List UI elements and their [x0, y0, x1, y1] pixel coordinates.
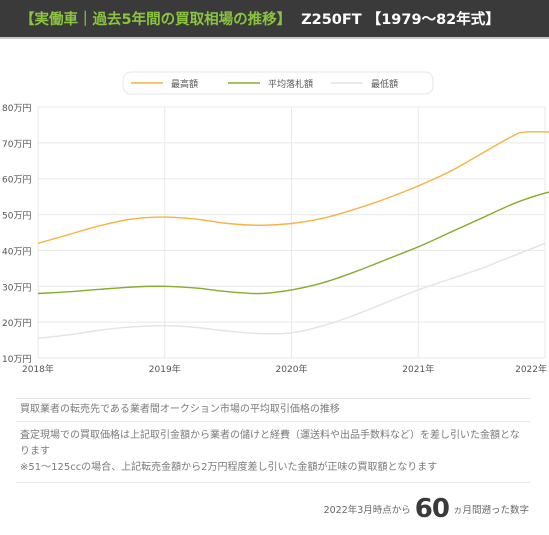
y-tick-label: 80万円: [2, 103, 31, 114]
footer-months-number: 60: [414, 494, 450, 524]
header-title-main: 【実働車｜過去5年間の買取相場の推移】: [20, 12, 292, 28]
x-tick-label: 2021年: [402, 363, 434, 375]
y-tick-label: 70万円: [2, 139, 31, 150]
legend-label: 最低額: [371, 78, 398, 90]
x-tick-label: 2019年: [149, 363, 181, 375]
footer-prefix: 2022年3月時点から: [323, 505, 411, 516]
footer-suffix: ヵ月間遡った数字: [452, 505, 529, 516]
y-tick-label: 10万円: [2, 354, 31, 365]
note-small-displacement: ※51～125ccの場合、上記転売金額から2万円程度差し引いた金額が正味の買取額…: [20, 462, 438, 473]
header-title-model: Z250FT 【1979〜82年式】: [301, 12, 500, 28]
y-tick-label: 20万円: [2, 318, 31, 329]
note-source: 買取業者の転売先である業者間オークション市場の平均取引価格の推移: [16, 398, 530, 422]
legend-box: [122, 71, 434, 95]
y-tick-label: 40万円: [2, 246, 31, 257]
y-tick-label: 50万円: [2, 211, 31, 222]
series-line-3: [37, 242, 546, 339]
legend-label: 平均落札額: [268, 78, 313, 90]
x-tick-label: 2020年: [276, 363, 308, 375]
x-tick-label: 2022年: [515, 363, 547, 375]
note-explanation: 査定現場での買取価格は上記取引金額から業者の儲けと経費（運送料や出品手数料など）…: [16, 422, 530, 483]
note-price-explanation: 査定現場での買取価格は上記取引金額から業者の儲けと経費（運送料や出品手数料など）…: [20, 430, 520, 457]
x-tick-label: 2018年: [22, 363, 54, 375]
y-tick-label: 60万円: [2, 175, 31, 186]
y-tick-label: 30万円: [2, 282, 31, 293]
series-line-2: [37, 191, 549, 295]
notes: 買取業者の転売先である業者間オークション市場の平均取引価格の推移 査定現場での買…: [16, 398, 530, 483]
legend-label: 最高額: [171, 78, 198, 90]
page-header: 【実働車｜過去5年間の買取相場の推移】 Z250FT 【1979〜82年式】: [0, 0, 549, 39]
price-chart: 80万円 70万円 60万円 50万円 40万円 30万円 20万円 10万円 2018年 201…: [0, 62, 549, 382]
footer: 2022年3月時点から 60 ヵ月間遡った数字: [324, 492, 529, 526]
series-line-1: [37, 131, 549, 244]
